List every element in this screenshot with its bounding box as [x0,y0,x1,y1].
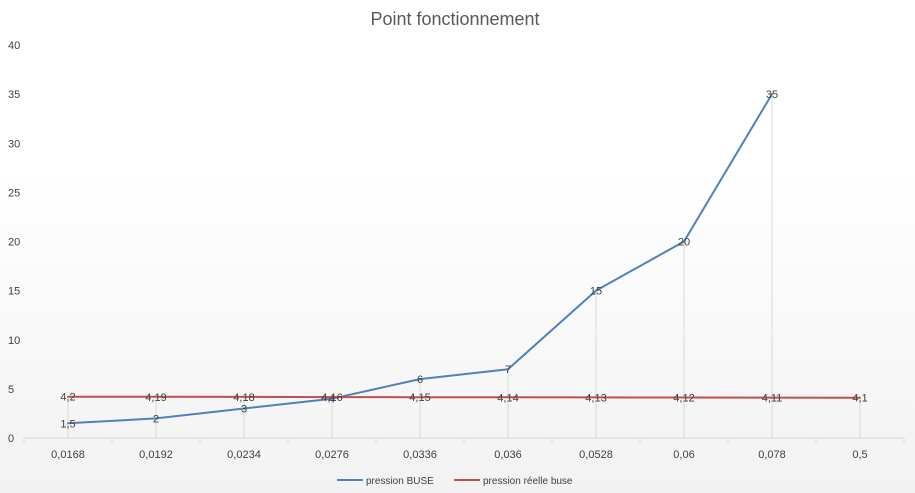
y-axis-ticks: 0 5 10 15 20 25 30 35 40 [8,40,20,445]
chart-title: Point fonctionnement [370,9,539,29]
data-label: 6 [417,374,423,386]
data-labels: 1,5 2 3 4 6 7 15 20 35 4,2 4,19 4,18 4,16 4,15 4,14 4,1… [60,89,867,430]
x-tick-label: 0,0168 [51,449,85,461]
data-label: 4,2 [60,392,75,404]
y-tick-label: 40 [8,40,20,52]
legend: pression BUSE pression réelle buse [337,476,573,487]
data-label: 4,19 [145,392,166,404]
data-label: 4,15 [409,392,430,404]
x-tick-label: 0,0528 [579,449,613,461]
y-tick-label: 25 [8,187,20,199]
data-label: 4,11 [762,393,783,405]
data-label: 35 [766,89,778,101]
x-tick-label: 0,036 [494,449,522,461]
y-tick-label: 5 [8,384,14,396]
x-tick-label: 0,06 [673,449,694,461]
data-label: 3 [241,404,247,416]
x-tick-label: 0,5 [852,449,867,461]
y-tick-label: 20 [8,237,20,249]
data-label: 4,14 [497,392,518,404]
data-label: 4,18 [233,392,254,404]
y-tick-label: 0 [8,433,14,445]
y-tick-label: 15 [8,286,20,298]
data-label: 7 [505,364,511,376]
data-label: 4,12 [673,393,694,405]
x-tick-label: 0,078 [758,449,786,461]
y-tick-label: 30 [8,138,20,150]
data-label: 20 [678,237,690,249]
series-line-1 [67,395,861,399]
data-label: 4,13 [585,392,606,404]
x-tick-label: 0,0276 [315,449,349,461]
x-axis-ticks: 0,0168 0,0192 0,0234 0,0276 0,0336 0,036 0,052… [23,438,905,461]
data-label: 4,16 [321,392,342,404]
y-tick-label: 10 [8,335,20,347]
x-tick-label: 0,0234 [227,449,261,461]
drop-lines [67,94,861,438]
y-tick-label: 35 [8,89,20,101]
legend-label-1: pression réelle buse [483,476,573,487]
data-label: 4 [329,394,335,406]
data-label: 2 [153,413,159,425]
data-label: 4,1 [852,393,867,405]
x-tick-label: 0,0192 [139,449,173,461]
series-lines [67,93,861,425]
series-line-0 [67,93,773,425]
data-label: 1,5 [60,418,75,430]
x-tick-label: 0,0336 [403,449,437,461]
legend-label-0: pression BUSE [366,476,434,487]
data-label: 15 [590,286,602,298]
